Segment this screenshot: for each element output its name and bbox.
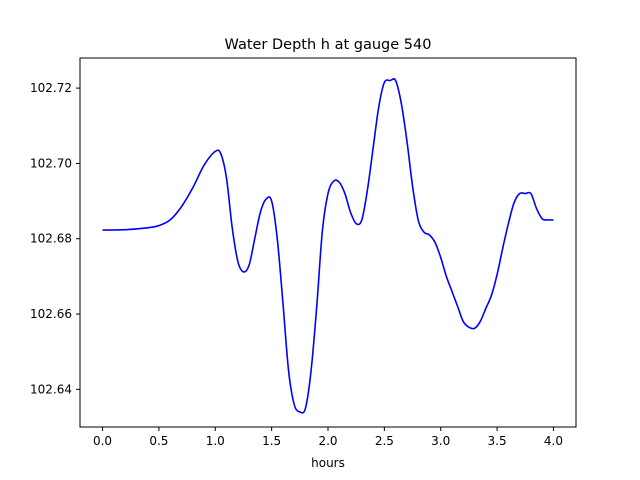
axes-frame: [79, 57, 577, 428]
x-tick-label: 1.0: [206, 434, 225, 448]
x-axis: 0.0 0.5 1.0 1.5 2.0 2.5 3.0 3.5 4.0: [93, 427, 563, 448]
x-tick-label: 0.5: [149, 434, 168, 448]
y-tick-label: 102.68: [30, 232, 72, 246]
x-tick-label: 4.0: [544, 434, 563, 448]
x-tick-label: 2.0: [318, 434, 337, 448]
x-tick-label: 1.5: [262, 434, 281, 448]
x-tick-label: 3.0: [431, 434, 450, 448]
y-tick-label: 102.66: [30, 307, 72, 321]
y-tick-label: 102.72: [30, 81, 72, 95]
plot-area: [102, 78, 554, 414]
x-axis-label: hours: [311, 456, 345, 470]
y-tick-label: 102.64: [30, 382, 72, 396]
y-axis: 102.64 102.66 102.68 102.70 102.72: [30, 81, 80, 396]
x-tick-label: 2.5: [375, 434, 394, 448]
x-tick-label: 0.0: [93, 434, 112, 448]
y-tick-label: 102.70: [30, 156, 72, 170]
chart-title: Water Depth h at gauge 540: [225, 37, 432, 53]
series-line: [102, 78, 554, 414]
x-tick-label: 3.5: [488, 434, 507, 448]
